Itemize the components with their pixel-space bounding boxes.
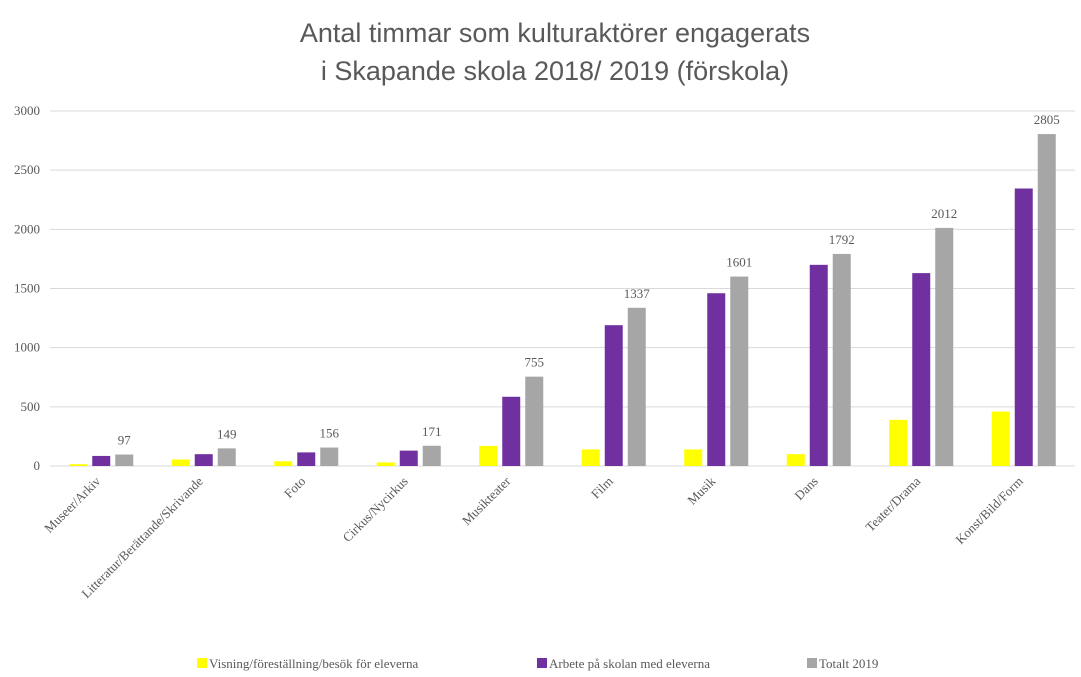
data-label: 1337	[624, 286, 651, 301]
bar	[217, 448, 236, 466]
data-label: 1601	[726, 255, 752, 270]
x-tick-label: Cirkus/Nycirkus	[339, 474, 410, 545]
data-label: 171	[422, 424, 442, 439]
bar	[991, 411, 1010, 466]
legend-swatch	[807, 658, 817, 668]
legend-swatch	[537, 658, 547, 668]
bar	[889, 419, 908, 466]
y-tick-label: 2500	[14, 162, 40, 177]
data-label: 149	[217, 426, 237, 441]
data-label: 1792	[829, 232, 855, 247]
legend-label: Arbete på skolan med eleverna	[549, 656, 710, 671]
bar	[376, 462, 395, 466]
y-tick-label: 1000	[14, 340, 40, 355]
x-tick-label: Film	[588, 474, 616, 502]
bar	[581, 449, 600, 466]
bar	[627, 307, 646, 466]
bar	[786, 454, 805, 466]
bar	[1014, 188, 1033, 466]
x-tick-label: Foto	[281, 474, 308, 501]
bar	[525, 376, 544, 466]
y-tick-label: 2000	[14, 221, 40, 236]
bar	[92, 455, 111, 466]
data-label: 2012	[931, 206, 957, 221]
bar	[935, 227, 954, 466]
bar	[707, 293, 726, 466]
bar	[684, 449, 703, 466]
bar	[479, 445, 498, 466]
bar	[69, 464, 88, 466]
bar	[399, 450, 418, 466]
bar	[320, 447, 339, 466]
bar	[912, 273, 931, 466]
bar	[1037, 134, 1056, 466]
bar	[502, 396, 521, 466]
data-label: 755	[525, 355, 545, 370]
legend-label: Totalt 2019	[819, 656, 878, 671]
bar	[194, 454, 213, 466]
bar	[115, 454, 134, 466]
x-tick-label: Dans	[791, 474, 820, 503]
x-tick-label: Musikteater	[459, 473, 514, 528]
bar	[604, 325, 623, 466]
data-label: 97	[118, 433, 132, 448]
data-label: 2805	[1034, 112, 1060, 127]
data-label: 156	[320, 426, 340, 441]
chart-title: Antal timmar som kulturaktörer engagerat…	[300, 18, 810, 48]
bar	[274, 461, 293, 466]
x-tick-label: Musik	[684, 473, 718, 507]
bar	[730, 276, 749, 466]
legend-swatch	[197, 658, 207, 668]
x-tick-label: Teater/Drama	[862, 473, 923, 534]
y-tick-label: 3000	[14, 103, 40, 118]
bar	[422, 445, 441, 466]
bar	[832, 253, 851, 466]
y-tick-label: 0	[34, 458, 41, 473]
x-tick-label: Museer/Arkiv	[41, 473, 104, 536]
x-tick-label: Konst/Bild/Form	[952, 474, 1025, 547]
legend-label: Visning/föreställning/besök för eleverna	[209, 656, 419, 671]
y-tick-label: 500	[21, 399, 41, 414]
bar	[297, 452, 316, 466]
y-tick-label: 1500	[14, 281, 40, 296]
bar	[809, 264, 828, 466]
chart-title: i Skapande skola 2018/ 2019 (förskola)	[321, 56, 789, 86]
bar	[171, 459, 190, 466]
x-tick-label: Litteratur/Berättande/Skrivande	[78, 473, 206, 601]
